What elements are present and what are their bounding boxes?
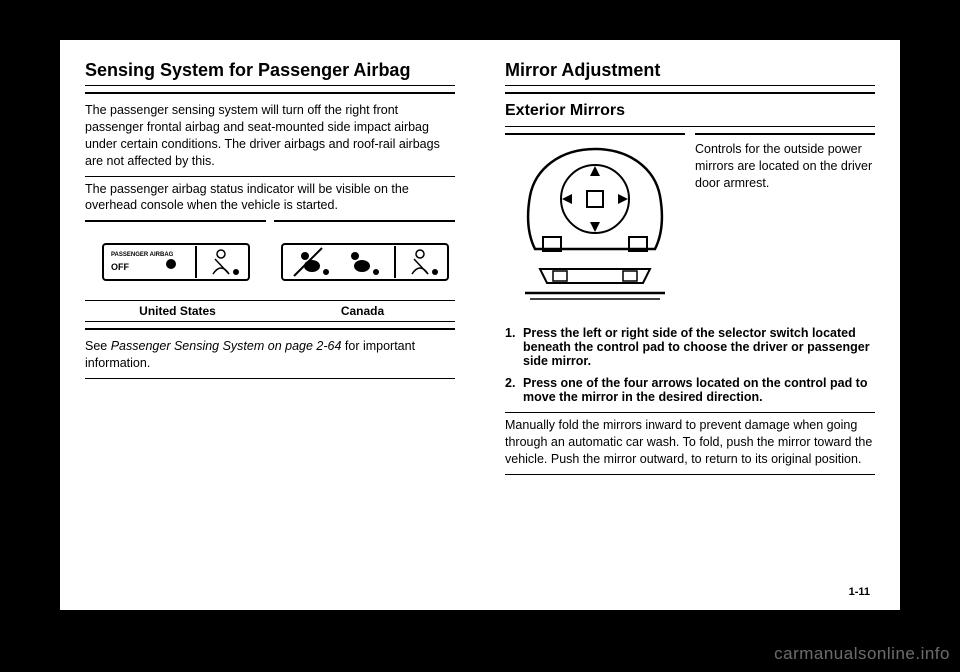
divider-thick [505, 92, 875, 94]
divider [85, 85, 455, 86]
caption-us: United States [85, 300, 270, 322]
page-number: 1-11 [849, 586, 870, 598]
mirror-heading: Mirror Adjustment [505, 60, 875, 81]
divider [505, 412, 875, 413]
divider [85, 176, 455, 177]
cross-reference-link: Passenger Sensing System on page 2-64 [111, 339, 342, 353]
caption-canada: Canada [270, 300, 455, 322]
mirror-block: Controls for the outside power mirrors a… [505, 133, 875, 316]
canada-indicator-box [274, 220, 455, 296]
mirror-figure [505, 133, 685, 316]
mirror-intro-text: Controls for the outside power mirrors a… [695, 133, 875, 192]
step-2: 2. Press one of the four arrows located … [505, 376, 875, 404]
svg-text:PASSENGER AIRBAG: PASSENGER AIRBAG [111, 252, 174, 258]
divider-thick [85, 328, 455, 330]
steps-list: 1. Press the left or right side of the s… [505, 326, 875, 404]
airbag-heading: Sensing System for Passenger Airbag [85, 60, 455, 81]
canada-airbag-indicator-icon [280, 234, 450, 290]
divider-thick [85, 92, 455, 94]
left-column: Sensing System for Passenger Airbag The … [60, 40, 480, 610]
divider [505, 474, 875, 475]
indicator-images-row: PASSENGER AIRBAG OFF [85, 220, 455, 296]
airbag-para2: The passenger airbag status indicator wi… [85, 181, 455, 215]
divider [505, 85, 875, 86]
exterior-mirrors-subheading: Exterior Mirrors [505, 102, 875, 120]
mirror-control-icon [505, 141, 685, 311]
divider [85, 378, 455, 379]
us-airbag-indicator-icon: PASSENGER AIRBAG OFF [101, 234, 251, 290]
step-1: 1. Press the left or right side of the s… [505, 326, 875, 368]
manual-fold-text: Manually fold the mirrors inward to prev… [505, 417, 875, 468]
right-column: Mirror Adjustment Exterior Mirrors [480, 40, 900, 610]
airbag-para1: The passenger sensing system will turn o… [85, 102, 455, 170]
caption-row: United States Canada [85, 300, 455, 322]
divider [505, 126, 875, 127]
watermark-text: carmanualsonline.info [774, 644, 950, 664]
see-reference: See Passenger Sensing System on page 2-6… [85, 338, 455, 372]
svg-text:OFF: OFF [111, 262, 129, 272]
us-indicator-box: PASSENGER AIRBAG OFF [85, 220, 266, 296]
